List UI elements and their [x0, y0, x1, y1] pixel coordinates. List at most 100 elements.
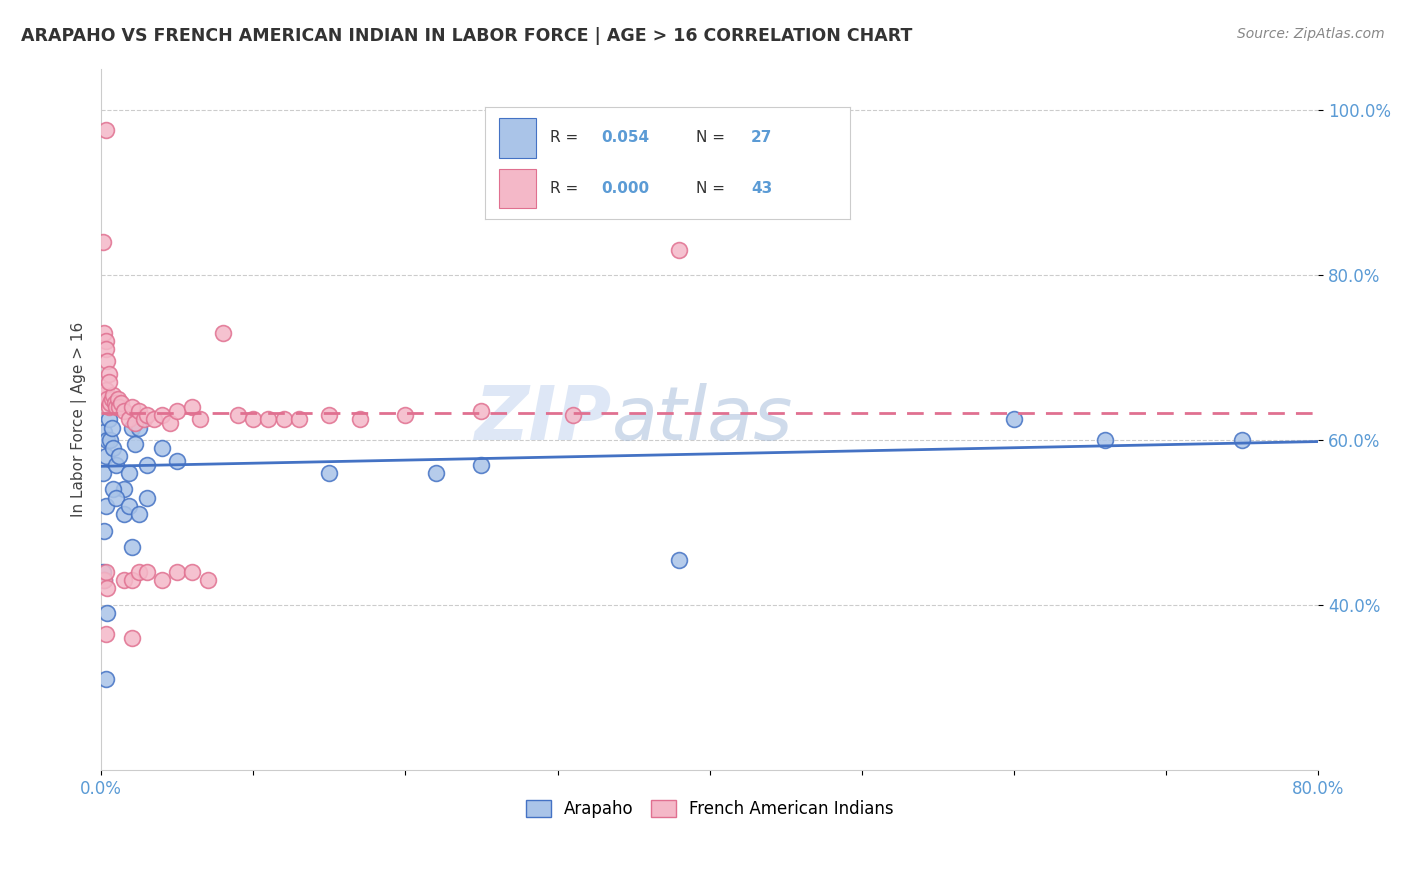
Point [273, 412, 295, 426]
Point [143, 412, 166, 426]
Point [91, 235, 114, 249]
Point [181, 400, 204, 414]
Point [97, 375, 120, 389]
Point [93, 573, 115, 587]
Point [132, 412, 155, 426]
Point [128, 404, 150, 418]
Point [112, 507, 135, 521]
Point [105, 491, 128, 505]
Point [394, 408, 416, 422]
Point [94, 384, 117, 398]
Point [98, 396, 121, 410]
Point [93, 326, 115, 340]
Point [242, 412, 264, 426]
Point [226, 408, 249, 422]
Point [318, 408, 340, 422]
Point [135, 491, 157, 505]
Point [128, 507, 150, 521]
Point [135, 458, 157, 472]
Point [97, 400, 120, 414]
Point [121, 573, 143, 587]
Point [103, 483, 125, 497]
Point [97, 412, 120, 426]
Point [1002, 412, 1025, 426]
Point [470, 404, 492, 418]
Point [128, 420, 150, 434]
Point [668, 243, 690, 257]
Point [94, 334, 117, 348]
Point [93, 387, 115, 401]
Point [94, 627, 117, 641]
Point [103, 441, 125, 455]
Point [425, 466, 447, 480]
Point [93, 524, 115, 538]
Point [124, 417, 146, 431]
Point [121, 631, 143, 645]
Y-axis label: In Labor Force | Age > 16: In Labor Force | Age > 16 [72, 322, 87, 516]
Point [105, 458, 128, 472]
Point [94, 499, 117, 513]
Text: ZIP: ZIP [475, 383, 613, 456]
Point [197, 573, 219, 587]
Point [117, 499, 139, 513]
Text: ARAPAHO VS FRENCH AMERICAN INDIAN IN LABOR FORCE | AGE > 16 CORRELATION CHART: ARAPAHO VS FRENCH AMERICAN INDIAN IN LAB… [21, 27, 912, 45]
Point [211, 326, 233, 340]
Point [112, 483, 135, 497]
Point [135, 565, 157, 579]
Point [94, 450, 117, 464]
Text: atlas: atlas [613, 384, 794, 455]
Point [166, 565, 188, 579]
Point [94, 672, 117, 686]
Point [101, 392, 124, 406]
Point [561, 408, 583, 422]
Point [288, 412, 311, 426]
Point [121, 400, 143, 414]
Point [166, 404, 188, 418]
Point [108, 450, 131, 464]
Point [150, 408, 173, 422]
Point [150, 573, 173, 587]
Point [96, 606, 118, 620]
Point [135, 408, 157, 422]
Point [257, 412, 280, 426]
Point [91, 565, 114, 579]
Point [112, 404, 135, 418]
Point [108, 400, 131, 414]
Point [318, 466, 340, 480]
Point [117, 412, 139, 426]
Point [470, 458, 492, 472]
Legend: Arapaho, French American Indians: Arapaho, French American Indians [519, 793, 900, 825]
Point [94, 123, 117, 137]
Point [128, 565, 150, 579]
Point [91, 392, 114, 406]
Point [104, 396, 127, 410]
Point [121, 540, 143, 554]
Point [96, 392, 118, 406]
Point [94, 565, 117, 579]
Point [97, 367, 120, 381]
Point [1232, 433, 1254, 447]
Point [181, 565, 204, 579]
Point [91, 466, 114, 480]
Point [98, 433, 121, 447]
Point [93, 573, 115, 587]
Point [150, 441, 173, 455]
Point [93, 425, 115, 439]
Point [96, 582, 118, 596]
Point [101, 420, 124, 434]
Point [188, 412, 211, 426]
Point [105, 400, 128, 414]
Point [94, 342, 117, 356]
Point [96, 354, 118, 368]
Point [124, 437, 146, 451]
Point [1094, 433, 1116, 447]
Text: Source: ZipAtlas.com: Source: ZipAtlas.com [1237, 27, 1385, 41]
Point [110, 396, 132, 410]
Point [121, 420, 143, 434]
Point [112, 573, 135, 587]
Point [159, 417, 181, 431]
Point [349, 412, 371, 426]
Point [668, 552, 690, 566]
Point [107, 392, 129, 406]
Point [117, 466, 139, 480]
